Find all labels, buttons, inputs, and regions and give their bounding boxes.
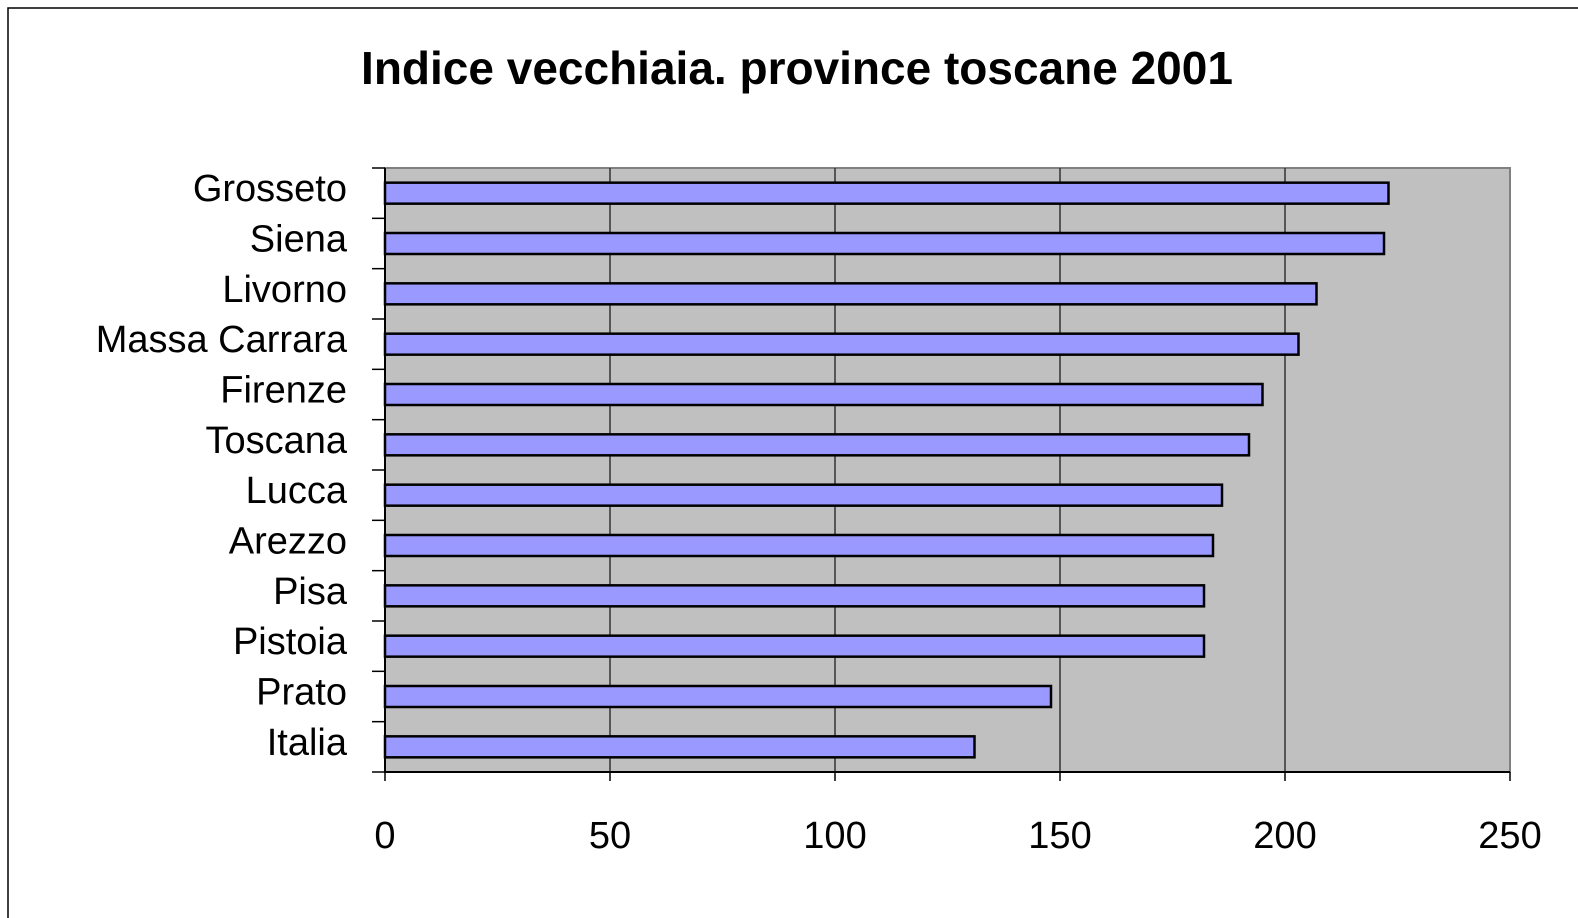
bar (383, 684, 1053, 709)
plot-area (384, 167, 1511, 773)
bar (383, 735, 976, 759)
bar (383, 483, 1224, 507)
x-tick-label: 0 (374, 815, 395, 857)
x-tick-label: 50 (589, 815, 631, 857)
bar (383, 584, 1206, 608)
y-tick-label: Lucca (246, 470, 348, 512)
bar (383, 433, 1251, 457)
y-tick-label: Pistoia (233, 621, 348, 663)
bar (383, 181, 1390, 205)
y-tick-label: Firenze (220, 370, 347, 412)
bar (383, 382, 1264, 407)
x-tick-label: 100 (803, 815, 866, 857)
y-tick-label: Grosseto (193, 168, 347, 210)
y-tick-label: Pisa (273, 571, 348, 613)
bar (383, 332, 1300, 356)
y-tick-label: Italia (267, 722, 348, 764)
bar (383, 533, 1215, 558)
x-tick-label: 250 (1478, 815, 1541, 857)
chart-title: Indice vecchiaia. province toscane 2001 (361, 42, 1233, 94)
x-tick-label: 150 (1028, 815, 1091, 857)
bar (383, 282, 1318, 306)
y-tick-label: Massa Carrara (96, 319, 348, 361)
y-tick-label: Arezzo (229, 521, 347, 563)
y-tick-label: Siena (250, 219, 348, 261)
y-tick-label: Toscana (205, 420, 347, 462)
bar (383, 231, 1386, 256)
y-tick-label: Livorno (222, 269, 347, 311)
bar (383, 634, 1206, 658)
x-tick-label: 200 (1253, 815, 1316, 857)
y-tick-label: Prato (256, 672, 347, 714)
